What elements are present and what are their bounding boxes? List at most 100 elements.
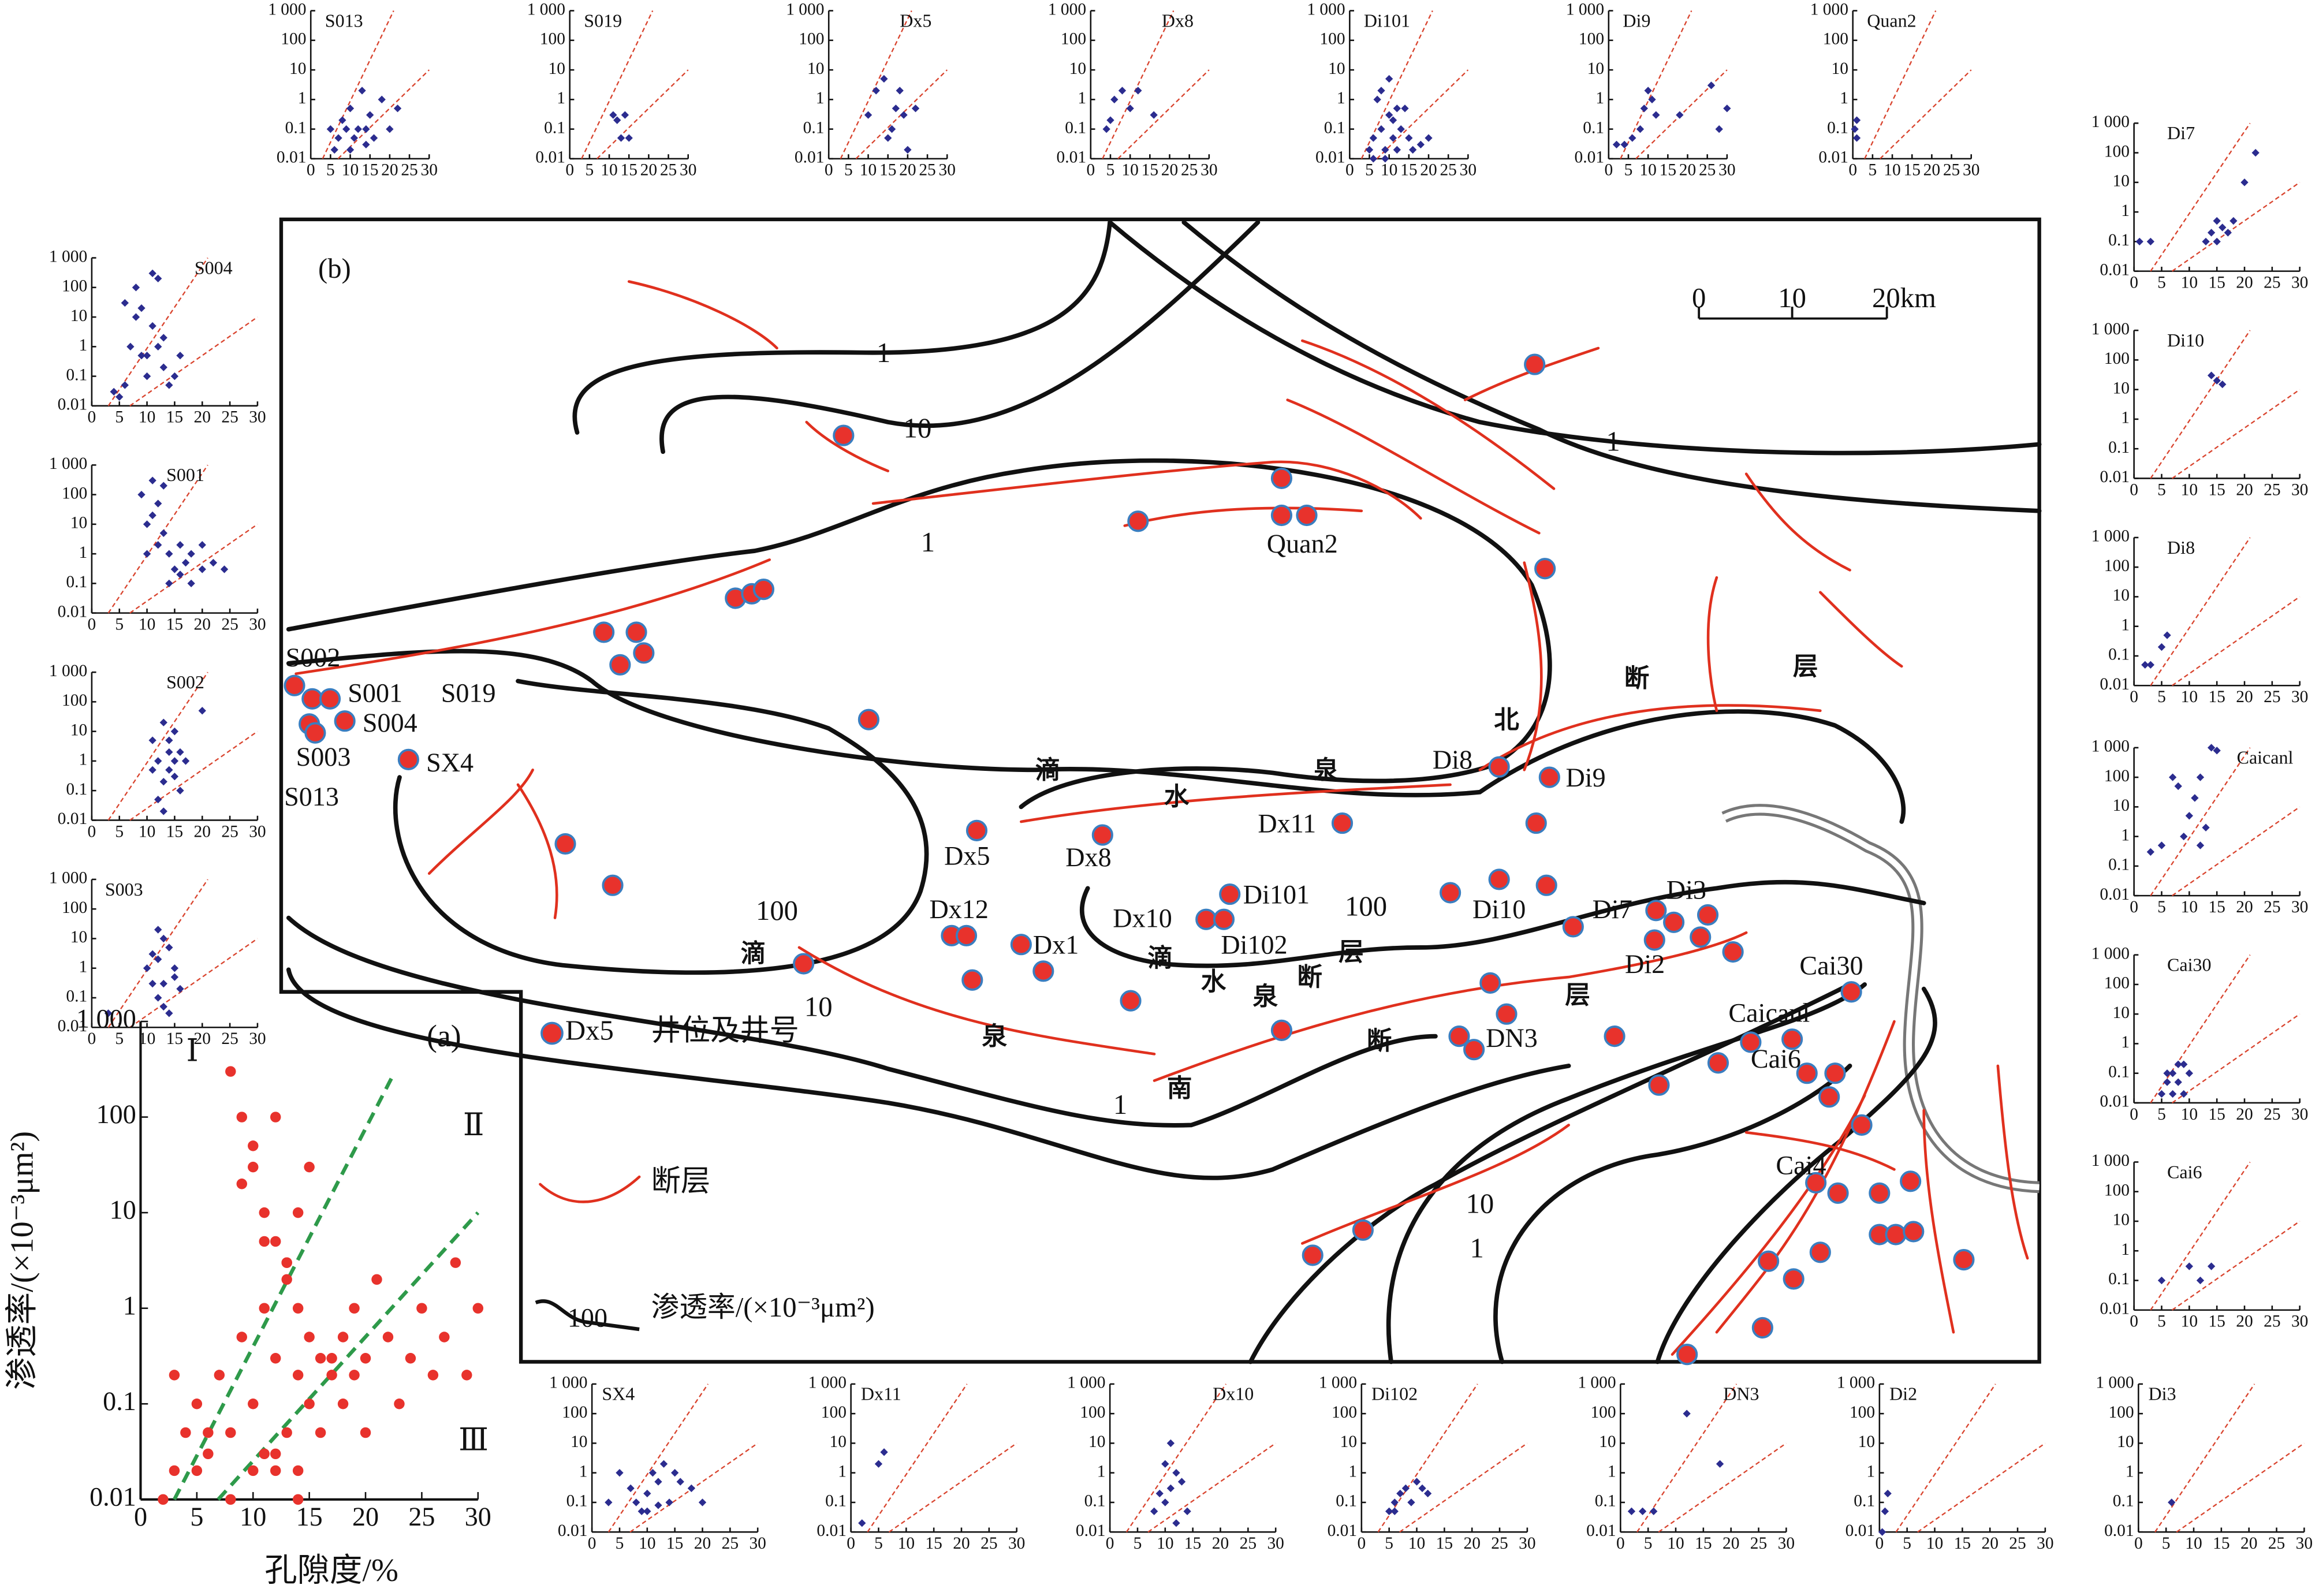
data-point [2202,823,2210,831]
y-tick-label: 10 [1858,1433,1875,1451]
boundary-line [2150,747,2251,896]
well-dot [319,688,341,710]
well-dot [554,833,576,855]
chart-title: Di3 [2149,1384,2176,1404]
x-tick-label: 0 [2130,688,2138,706]
data-point [198,707,206,715]
y-tick-label: 0.1 [1827,118,1848,137]
contour-line [1108,220,2042,456]
data-point [137,490,146,499]
y-tick-label: 10 [70,721,87,739]
y-tick-label: 100 [2104,767,2130,785]
y-tick-label: 1 [2121,409,2130,427]
contour-line [286,648,1906,824]
y-tick-label: 1 000 [2091,944,2130,963]
boundary-line [2172,806,2301,897]
x-tick-label: 15 [361,161,378,180]
x-tick-label: 0 [847,1534,855,1553]
boundary-line [1102,10,1175,159]
y-tick-label: 100 [1850,1403,1875,1422]
data-point [896,87,904,95]
y-tick-label: 1 [2121,1240,2130,1259]
fault-line [1706,576,1718,713]
well-dot [1869,1182,1891,1204]
data-point [259,1207,270,1218]
data-point [2229,217,2238,225]
x-tick-label: 0 [2130,898,2138,916]
data-point [1172,1469,1180,1477]
data-point [292,1465,304,1476]
data-point [1155,1489,1164,1498]
y-tick-label: 1 000 [49,454,87,473]
data-point [472,1303,484,1314]
data-point [326,1370,337,1381]
x-tick-label: 25 [1440,161,1456,180]
data-point [159,778,167,786]
x-tick-label: 20 [1923,161,1940,180]
well-dot [1296,504,1318,527]
data-point [627,1484,635,1493]
x-tick-label: 30 [2291,1105,2308,1124]
data-point [1412,1478,1421,1486]
fault-line [627,280,778,350]
y-tick-label: 100 [1823,30,1848,49]
well-dot [1751,1317,1773,1339]
y-tick-label: 1 [1608,1462,1616,1481]
x-tick-label: 30 [2291,480,2308,499]
data-point [337,1332,349,1343]
data-point [1628,134,1636,142]
data-point [1425,134,1433,142]
x-tick-label: 10 [639,1534,655,1553]
y-tick-label: 100 [799,30,824,49]
well-dot [1032,960,1054,982]
data-point [1409,146,1417,154]
x-tick-label: 25 [401,161,417,180]
data-point [461,1370,472,1381]
data-point [2219,223,2227,232]
x-tick-label: 0 [1604,161,1613,180]
x-tick-label: 0 [2130,480,2138,499]
x-tick-label: 20 [381,161,398,180]
data-point [121,299,129,307]
y-tick-label: 0.01 [2104,1522,2134,1540]
data-point [643,1507,651,1516]
x-tick-label: 15 [666,1534,683,1553]
y-tick-label: 0.01 [90,1482,136,1511]
y-tick-label: 10 [2112,586,2129,605]
y-tick-label: 0.1 [1583,118,1604,137]
y-tick-label: 0.01 [795,148,825,167]
boundary-line [107,672,208,821]
x-tick-label: 5 [2157,480,2166,499]
contour-line [1386,982,1867,1364]
well-dot [1758,1250,1780,1272]
y-tick-label: 1 000 [2096,1374,2134,1392]
data-point [1401,1484,1410,1493]
well-dot [793,953,815,975]
x-tick-label: 25 [722,1534,739,1553]
well-label: Dx8 [1065,842,1111,872]
x-tick-label: 15 [166,616,183,634]
x-tick-label: 20 [2236,1105,2253,1124]
data-point [248,1161,259,1173]
fault-line [1744,1131,1896,1171]
data-point [2213,747,2221,755]
data-point [132,284,140,292]
legend-well-symbol [540,1021,564,1045]
data-point [911,105,920,113]
boundary-line [1864,10,1937,159]
data-point [2146,237,2155,246]
well-dot [334,710,356,732]
x-tick-label: 0 [825,161,833,180]
x-tick-label: 30 [1778,1534,1795,1553]
data-point [176,985,184,993]
y-tick-label: 100 [2104,1181,2130,1199]
y-tick-label: 0.1 [2113,1492,2134,1511]
well-label: Di3 [1666,875,1706,905]
fault-line [1671,1094,1866,1356]
boundary-line [2172,1013,2301,1103]
chart-title: S004 [195,257,233,278]
data-point [1134,87,1142,95]
y-tick-label: 10 [110,1195,136,1225]
